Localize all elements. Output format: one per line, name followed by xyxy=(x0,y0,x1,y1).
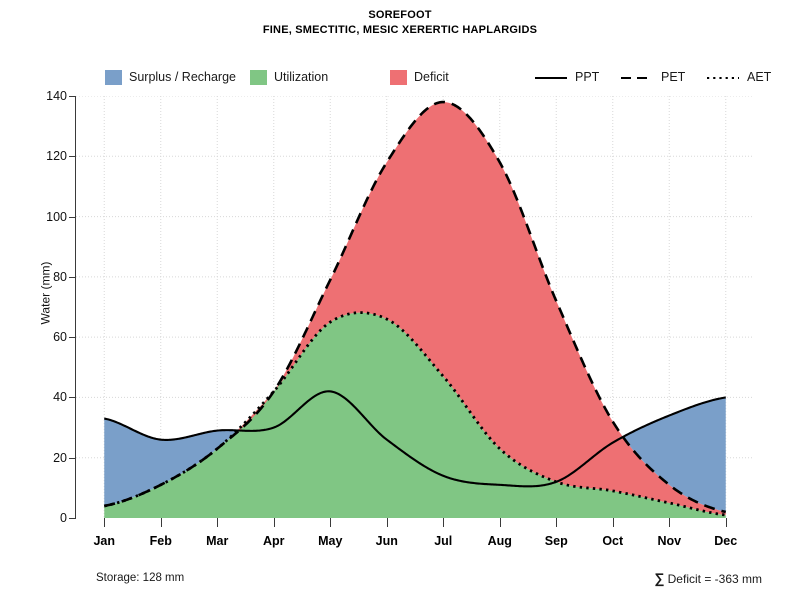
y-tick-label: 40 xyxy=(53,390,67,405)
x-tick-label-jun: Jun xyxy=(375,534,398,548)
y-tick-label: 60 xyxy=(53,330,67,345)
x-tick-label-jul: Jul xyxy=(434,534,453,548)
y-tick-label: 120 xyxy=(46,149,67,164)
legend-label-surplus: Surplus / Recharge xyxy=(129,70,237,84)
x-tick-mark xyxy=(386,518,388,527)
x-tick-label-jan: Jan xyxy=(93,534,116,548)
y-tick-label: 100 xyxy=(46,209,67,224)
y-tick-mark xyxy=(69,276,76,278)
legend-item-utilization: Utilization xyxy=(250,68,328,86)
deficit-swatch-icon xyxy=(390,69,407,85)
x-tick-label-sep: Sep xyxy=(544,534,568,548)
plot-canvas xyxy=(76,96,754,518)
x-tick-label-mar: Mar xyxy=(206,534,229,548)
title-line-1: SOREFOOT xyxy=(368,9,432,21)
x-tick-label-oct: Oct xyxy=(602,534,624,548)
legend-item-ppt: PPT xyxy=(534,68,599,86)
x-tick-mark xyxy=(104,518,106,527)
x-tick-mark xyxy=(330,518,332,527)
chart-legend: Surplus / Recharge Utilization Deficit P… xyxy=(0,68,800,86)
surplus-band xyxy=(104,418,239,506)
y-axis-label: Water (mm) xyxy=(38,261,53,325)
y-tick-mark xyxy=(69,457,76,459)
legend-item-surplus: Surplus / Recharge xyxy=(105,68,236,86)
x-tick-mark xyxy=(217,518,219,527)
solid-line-icon xyxy=(534,70,568,84)
y-tick-mark xyxy=(69,96,76,97)
x-tick-mark xyxy=(725,518,727,527)
y-tick-label: 140 xyxy=(46,89,67,103)
x-tick-label-dec: Dec xyxy=(714,534,738,548)
ppt-line xyxy=(104,390,726,488)
x-tick-label-apr: Apr xyxy=(262,534,285,548)
dotted-line-icon xyxy=(706,70,740,84)
legend-item-aet: AET xyxy=(706,68,771,86)
surplus-band xyxy=(623,397,726,512)
x-tick-mark xyxy=(612,518,614,527)
x-tick-label-may: May xyxy=(318,534,343,548)
surplus-swatch-icon xyxy=(105,69,122,85)
x-tick-mark xyxy=(499,518,501,527)
sigma-icon: ∑ xyxy=(654,570,665,586)
deficit-band xyxy=(104,102,726,515)
y-tick-label: 0 xyxy=(60,511,67,525)
legend-label-pet: PET xyxy=(661,70,686,84)
x-tick-mark xyxy=(669,518,671,527)
y-tick-mark xyxy=(69,216,76,218)
legend-label-deficit: Deficit xyxy=(414,70,449,84)
utilization-swatch-icon xyxy=(250,69,267,85)
y-tick-label: 20 xyxy=(53,450,67,465)
legend-label-aet: AET xyxy=(747,70,772,84)
deficit-annotation-text: Deficit = -363 mm xyxy=(667,572,762,586)
utilization-band xyxy=(104,312,726,518)
x-tick-mark xyxy=(160,518,162,527)
chart-title: SOREFOOT FINE, SMECTITIC, MESIC XERERTIC… xyxy=(0,8,800,38)
x-tick-label-feb: Feb xyxy=(149,534,172,548)
legend-label-utilization: Utilization xyxy=(274,70,329,84)
storage-annotation: Storage: 128 mm xyxy=(96,572,185,584)
plot-area: Water (mm) 0 20 40 60 80 100 120 140 Jan Feb Mar A… xyxy=(38,89,754,548)
legend-item-deficit: Deficit xyxy=(390,68,449,86)
y-tick-mark xyxy=(69,518,76,519)
pet-line xyxy=(104,100,727,514)
x-tick-mark xyxy=(273,518,275,527)
y-tick-mark xyxy=(69,397,76,399)
x-tick-mark xyxy=(443,518,445,527)
legend-item-pet: PET xyxy=(620,68,685,86)
x-tick-mark xyxy=(556,518,558,527)
deficit-annotation: ∑ Deficit = -363 mm xyxy=(654,570,762,586)
y-tick-label: 80 xyxy=(53,269,67,284)
title-line-2: FINE, SMECTITIC, MESIC XERERTIC HAPLARGI… xyxy=(262,24,538,36)
y-tick-mark xyxy=(69,337,76,339)
legend-label-ppt: PPT xyxy=(575,70,600,84)
x-tick-label-nov: Nov xyxy=(657,534,682,548)
y-tick-mark xyxy=(69,156,76,158)
x-tick-label-aug: Aug xyxy=(487,534,512,548)
dashed-line-icon xyxy=(620,70,654,84)
